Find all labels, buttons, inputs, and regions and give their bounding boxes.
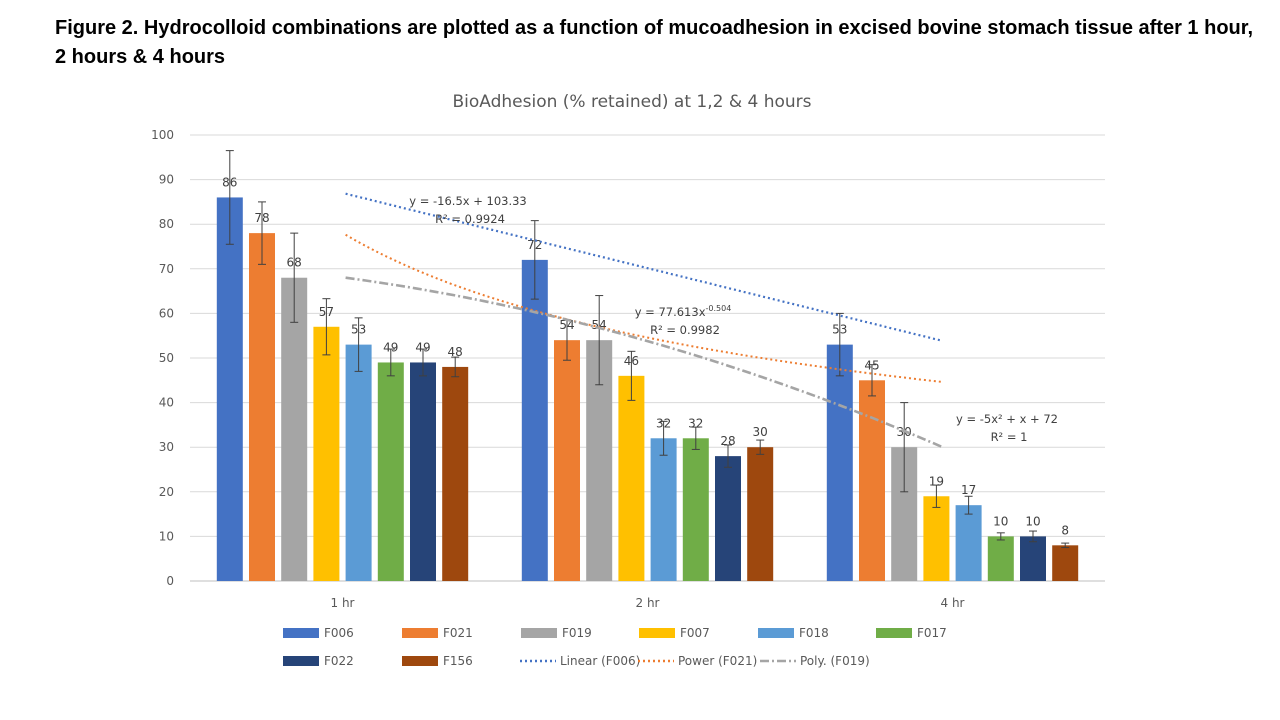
y-tick-label: 70 bbox=[159, 262, 174, 276]
y-tick-label: 20 bbox=[159, 485, 174, 499]
chart-title: BioAdhesion (% retained) at 1,2 & 4 hour… bbox=[452, 92, 811, 112]
data-label: 10 bbox=[993, 514, 1008, 528]
legend-label: F019 bbox=[562, 626, 592, 640]
bar-F007 bbox=[923, 496, 950, 581]
bar-F021 bbox=[249, 233, 275, 581]
trendline-equation: y = -16.5x + 103.33 bbox=[409, 194, 527, 208]
legend-swatch bbox=[402, 628, 438, 638]
bar-F156 bbox=[747, 447, 774, 581]
legend: F006 F021 F019 F007 F018 F017 F022 F156 Linear (… bbox=[283, 626, 947, 668]
legend-label: F018 bbox=[799, 626, 829, 640]
legend-swatch bbox=[283, 656, 319, 666]
legend-swatch bbox=[876, 628, 912, 638]
gridlines bbox=[190, 134, 1105, 582]
bar-F022 bbox=[1020, 536, 1046, 581]
bar-F156 bbox=[442, 366, 469, 581]
legend-label: F021 bbox=[443, 626, 473, 640]
data-label: 45 bbox=[864, 358, 879, 372]
y-tick-label: 50 bbox=[159, 351, 174, 365]
data-label: 78 bbox=[254, 211, 269, 225]
trendline-equation: y = 77.613x-0.504 bbox=[635, 304, 732, 319]
legend-label: F022 bbox=[324, 654, 354, 668]
data-label: 86 bbox=[222, 175, 237, 189]
data-label: 28 bbox=[720, 434, 735, 448]
y-tick-label: 60 bbox=[159, 306, 174, 320]
data-label: 48 bbox=[448, 345, 463, 359]
y-tick-label: 40 bbox=[159, 396, 174, 410]
bar-F006 bbox=[826, 344, 853, 581]
bar-F018 bbox=[650, 438, 677, 581]
data-label: 72 bbox=[527, 238, 542, 252]
legend-label: F007 bbox=[680, 626, 710, 640]
bar-F017 bbox=[377, 362, 404, 581]
data-label: 32 bbox=[656, 416, 671, 430]
legend-label: Linear (F006) bbox=[560, 654, 640, 668]
x-axis-ticks: 1 hr 2 hr 4 hr bbox=[331, 596, 965, 610]
x-tick-label: 1 hr bbox=[331, 596, 355, 610]
legend-label: F017 bbox=[917, 626, 947, 640]
bar-F156 bbox=[1052, 545, 1079, 581]
bar-F021 bbox=[859, 380, 885, 581]
legend-swatch bbox=[639, 628, 675, 638]
bar-F018 bbox=[955, 505, 982, 581]
data-label: 68 bbox=[287, 256, 302, 270]
figure-caption: Figure 2. Hydrocolloid combinations are … bbox=[55, 17, 1253, 68]
bar-F006 bbox=[216, 197, 243, 581]
data-label: 57 bbox=[319, 305, 334, 319]
trendline-r2: R² = 0.9982 bbox=[650, 323, 720, 337]
legend-swatch bbox=[283, 628, 319, 638]
y-tick-label: 0 bbox=[166, 574, 174, 588]
trendline-poly bbox=[345, 276, 944, 449]
x-tick-label: 4 hr bbox=[941, 596, 965, 610]
y-tick-label: 90 bbox=[159, 173, 174, 187]
data-label: 53 bbox=[351, 323, 366, 337]
y-tick-label: 80 bbox=[159, 217, 174, 231]
bar-F017 bbox=[987, 536, 1014, 581]
bars: 8672537854456854305746195332174932104928… bbox=[216, 150, 1079, 581]
data-label: 19 bbox=[929, 474, 944, 488]
data-label: 32 bbox=[688, 416, 703, 430]
legend-label: Power (F021) bbox=[678, 654, 757, 668]
bar-F021 bbox=[554, 340, 580, 581]
legend-swatch bbox=[521, 628, 557, 638]
legend-label: F156 bbox=[443, 654, 473, 668]
trendline-power bbox=[345, 233, 943, 383]
data-label: 49 bbox=[383, 340, 398, 354]
trendline-equation: y = -5x² + x + 72 bbox=[956, 412, 1058, 426]
data-label: 30 bbox=[753, 425, 768, 439]
data-label: 8 bbox=[1061, 523, 1069, 537]
y-axis-ticks: 0 10 20 30 40 50 60 70 80 90 100 bbox=[151, 128, 174, 588]
y-tick-label: 100 bbox=[151, 128, 174, 142]
bar-F018 bbox=[345, 344, 372, 581]
y-tick-label: 30 bbox=[159, 440, 174, 454]
data-label: 49 bbox=[415, 340, 430, 354]
data-label: 17 bbox=[961, 483, 976, 497]
bar-F007 bbox=[313, 326, 340, 581]
trendline-r2: R² = 0.9924 bbox=[435, 212, 505, 226]
x-tick-label: 2 hr bbox=[636, 596, 660, 610]
bar-F022 bbox=[410, 362, 436, 581]
data-label: 53 bbox=[832, 323, 847, 337]
legend-label: Poly. (F019) bbox=[800, 654, 870, 668]
legend-label: F006 bbox=[324, 626, 354, 640]
data-label: 10 bbox=[1025, 514, 1040, 528]
trendline-r2: R² = 1 bbox=[991, 430, 1028, 444]
bar-F017 bbox=[682, 438, 709, 581]
bar-F022 bbox=[715, 456, 741, 581]
data-label: 46 bbox=[624, 354, 639, 368]
bar-F007 bbox=[618, 375, 645, 581]
legend-swatch bbox=[402, 656, 438, 666]
bar-F006 bbox=[521, 259, 548, 581]
y-tick-label: 10 bbox=[159, 529, 174, 543]
bar-F019 bbox=[281, 277, 308, 581]
legend-swatch bbox=[758, 628, 794, 638]
